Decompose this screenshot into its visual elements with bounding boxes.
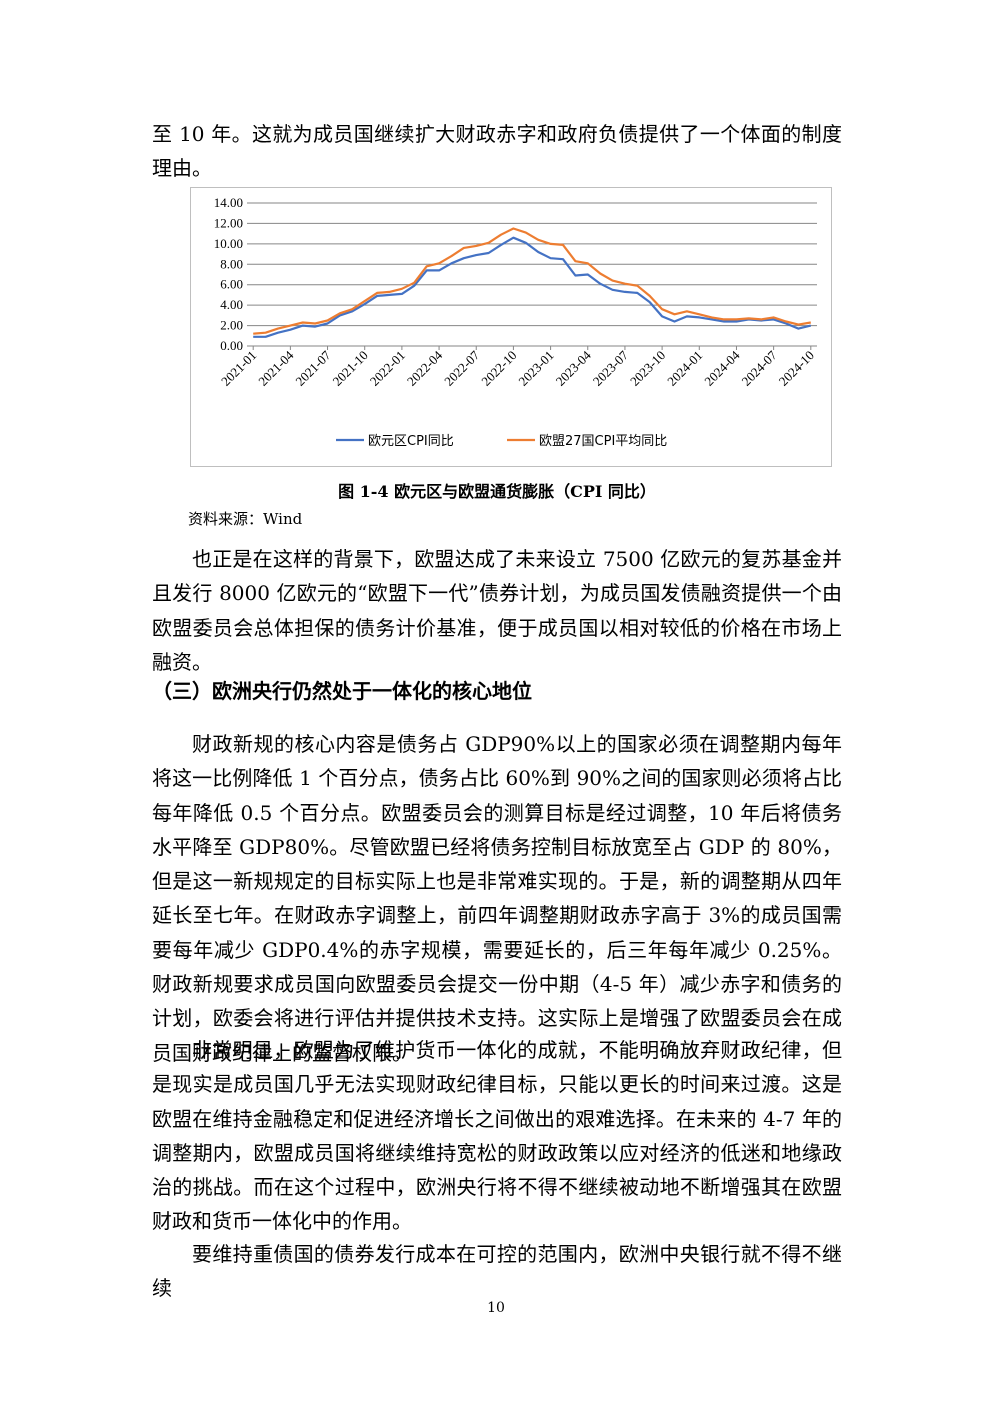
y-tick-label: 12.00 bbox=[214, 215, 243, 230]
x-tick-label: 2021-07 bbox=[292, 347, 334, 389]
x-tick-label: 2022-07 bbox=[441, 347, 483, 389]
y-tick-label: 8.00 bbox=[220, 256, 243, 271]
x-tick-label: 2024-04 bbox=[701, 347, 743, 389]
x-tick-label: 2022-04 bbox=[404, 347, 446, 389]
x-tick-label: 2024-01 bbox=[664, 348, 705, 389]
y-tick-label: 0.00 bbox=[220, 338, 243, 353]
x-tick-label: 2023-10 bbox=[627, 348, 668, 389]
legend-label-eu27: 欧盟27国CPI平均同比 bbox=[539, 434, 667, 449]
paragraph-intro: 至 10 年。这就为成员国继续扩大财政赤字和政府负债提供了一个体面的制度理由。 bbox=[152, 122, 842, 181]
y-tick-label: 14.00 bbox=[214, 195, 243, 210]
figure-caption: 图 1-4 欧元区与欧盟通货膨胀（CPI 同比） bbox=[338, 482, 656, 501]
x-tick-label: 2021-04 bbox=[255, 347, 297, 389]
paragraph-fiscal-discipline: 非常明显，欧盟为了维护货币一体化的成就，不能明确放弃财政纪律，但是现实是成员国几… bbox=[152, 1038, 842, 1234]
cpi-chart: 0.00 2.00 4.00 6.00 8.00 10.00 12.00 14.00 2021-… bbox=[190, 187, 832, 467]
x-tick-label: 2021-01 bbox=[218, 348, 259, 389]
paragraph-fiscal-rules: 财政新规的核心内容是债务占 GDP90%以上的国家必须在调整期内每年将这一比例降… bbox=[152, 732, 842, 1065]
legend-label-eurozone: 欧元区CPI同比 bbox=[368, 434, 454, 449]
paragraph-recovery-fund: 也正是在这样的背景下，欧盟达成了未来设立 7500 亿欧元的复苏基金并且发行 8… bbox=[152, 547, 842, 674]
section-heading: （三）欧洲央行仍然处于一体化的核心地位 bbox=[152, 679, 532, 703]
x-tick-label: 2024-10 bbox=[776, 348, 817, 389]
paragraph-ecb: 要维持重债国的债券发行成本在可控的范围内，欧洲中央银行就不得不继续 bbox=[152, 1242, 842, 1301]
series-line-eu27 bbox=[253, 227, 811, 335]
y-tick-label: 4.00 bbox=[220, 297, 243, 312]
cpi-chart-svg: 0.00 2.00 4.00 6.00 8.00 10.00 12.00 14.00 2021-… bbox=[214, 195, 817, 449]
x-tick-label: 2022-01 bbox=[367, 348, 408, 389]
x-tick-label: 2023-01 bbox=[515, 348, 556, 389]
series-line-eurozone bbox=[253, 236, 812, 338]
x-tick-label: 2023-04 bbox=[553, 347, 595, 389]
figure-source: 资料来源：Wind bbox=[188, 510, 303, 528]
x-tick-label: 2022-10 bbox=[478, 348, 519, 389]
x-tick-label: 2024-07 bbox=[738, 347, 780, 389]
page-number: 10 bbox=[487, 1300, 505, 1316]
x-tick-label: 2023-07 bbox=[590, 347, 632, 389]
x-tick-label: 2021-10 bbox=[330, 348, 371, 389]
y-tick-label: 2.00 bbox=[220, 318, 243, 333]
y-tick-label: 10.00 bbox=[214, 236, 243, 251]
y-tick-label: 6.00 bbox=[220, 277, 243, 292]
